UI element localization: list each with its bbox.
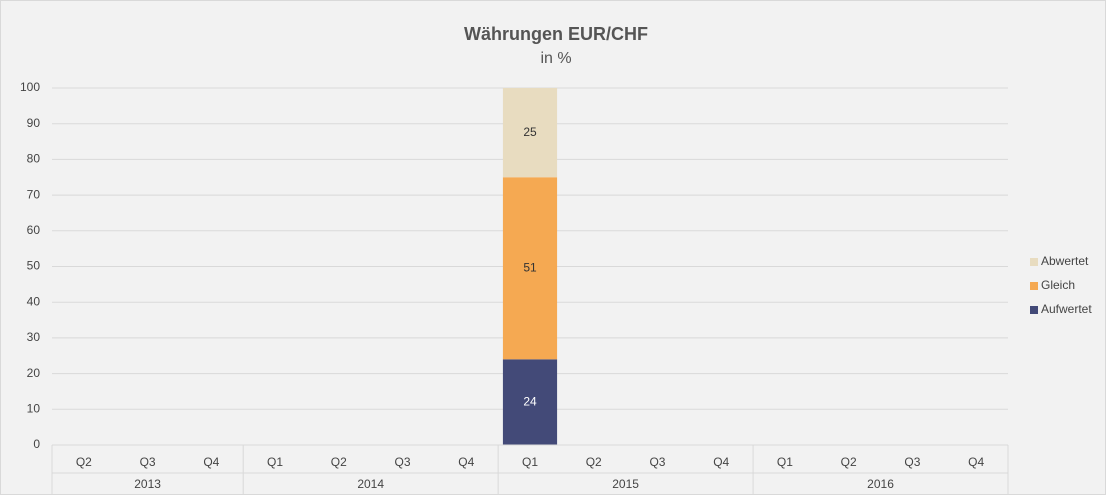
x-tick-label: Q4 <box>458 455 474 469</box>
x-tick-label: Q2 <box>841 455 857 469</box>
group-label: 2013 <box>134 477 161 491</box>
x-tick-label: Q4 <box>713 455 729 469</box>
x-tick-label: Q3 <box>395 455 411 469</box>
group-label: 2016 <box>867 477 894 491</box>
y-tick-label: 70 <box>27 187 41 201</box>
x-tick-label: Q2 <box>586 455 602 469</box>
y-tick-label: 90 <box>27 116 41 130</box>
chart-title: Währungen EUR/CHF <box>464 24 648 44</box>
data-label: 24 <box>523 394 537 408</box>
x-tick-label: Q2 <box>76 455 92 469</box>
group-label: 2014 <box>357 477 384 491</box>
y-tick-label: 0 <box>33 437 40 451</box>
bar-segment <box>502 359 558 445</box>
y-tick-label: 80 <box>27 152 41 166</box>
x-tick-label: Q3 <box>649 455 665 469</box>
data-label: 51 <box>523 260 537 274</box>
legend-swatch <box>1030 306 1038 314</box>
x-tick-label: Q4 <box>968 455 984 469</box>
x-tick-label: Q1 <box>267 455 283 469</box>
y-tick-label: 20 <box>27 366 41 380</box>
y-tick-label: 50 <box>27 259 41 273</box>
y-tick-label: 10 <box>27 401 41 415</box>
data-label: 25 <box>523 125 537 139</box>
x-tick-label: Q2 <box>331 455 347 469</box>
bar-segment <box>502 177 558 360</box>
x-tick-label: Q3 <box>904 455 920 469</box>
group-label: 2015 <box>612 477 639 491</box>
legend-swatch <box>1030 282 1038 290</box>
y-tick-label: 30 <box>27 330 41 344</box>
x-tick-label: Q1 <box>522 455 538 469</box>
chart-subtitle: in % <box>540 50 571 67</box>
y-tick-label: 60 <box>27 223 41 237</box>
x-tick-label: Q4 <box>203 455 219 469</box>
y-tick-label: 40 <box>27 294 41 308</box>
legend-label: Aufwertet <box>1041 302 1092 316</box>
legend-label: Gleich <box>1041 278 1075 292</box>
x-tick-label: Q3 <box>140 455 156 469</box>
x-tick-label: Q1 <box>777 455 793 469</box>
legend-swatch <box>1030 258 1038 266</box>
legend-label: Abwertet <box>1041 254 1089 268</box>
bar-segment <box>502 88 558 178</box>
y-tick-label: 100 <box>20 80 40 94</box>
